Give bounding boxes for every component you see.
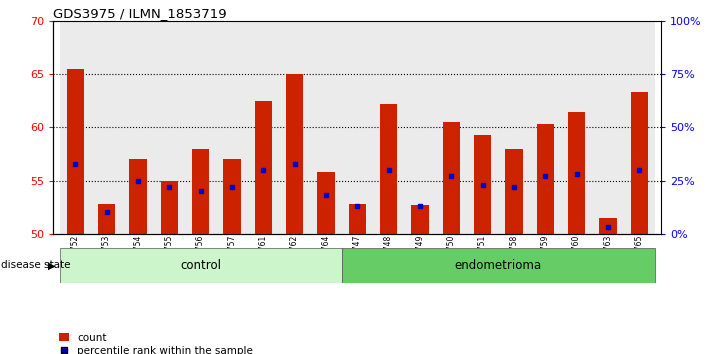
Bar — [373, 21, 405, 234]
Bar — [341, 21, 373, 234]
Bar — [530, 21, 561, 234]
Bar — [341, 248, 655, 283]
Bar — [91, 21, 122, 234]
Bar — [443, 122, 460, 234]
Bar — [161, 181, 178, 234]
Bar — [467, 21, 498, 234]
Bar — [592, 21, 624, 234]
Bar — [380, 104, 397, 234]
Bar — [537, 124, 554, 234]
Bar — [568, 112, 585, 234]
Bar — [405, 21, 436, 234]
Text: ▶: ▶ — [48, 261, 56, 270]
Bar — [506, 149, 523, 234]
Text: control: control — [180, 259, 221, 272]
Bar — [154, 21, 185, 234]
Bar — [60, 248, 341, 283]
Bar — [67, 69, 84, 234]
Bar — [561, 21, 592, 234]
Bar — [223, 159, 240, 234]
Bar — [286, 74, 303, 234]
Bar — [279, 21, 310, 234]
Bar — [98, 204, 115, 234]
Bar — [631, 92, 648, 234]
Bar — [60, 21, 91, 234]
Bar — [247, 21, 279, 234]
Bar — [185, 21, 216, 234]
Text: endometrioma: endometrioma — [455, 259, 542, 272]
Bar — [599, 218, 616, 234]
Bar — [474, 135, 491, 234]
Bar — [317, 172, 335, 234]
Bar — [255, 101, 272, 234]
Bar — [192, 149, 209, 234]
Bar — [216, 21, 247, 234]
Legend: count, percentile rank within the sample: count, percentile rank within the sample — [58, 333, 253, 354]
Bar — [122, 21, 154, 234]
Bar — [129, 159, 146, 234]
Bar — [436, 21, 467, 234]
Text: GDS3975 / ILMN_1853719: GDS3975 / ILMN_1853719 — [53, 7, 227, 20]
Bar — [498, 21, 530, 234]
Bar — [310, 21, 341, 234]
Bar — [624, 21, 655, 234]
Bar — [412, 205, 429, 234]
Text: disease state: disease state — [1, 261, 71, 270]
Bar — [348, 204, 366, 234]
